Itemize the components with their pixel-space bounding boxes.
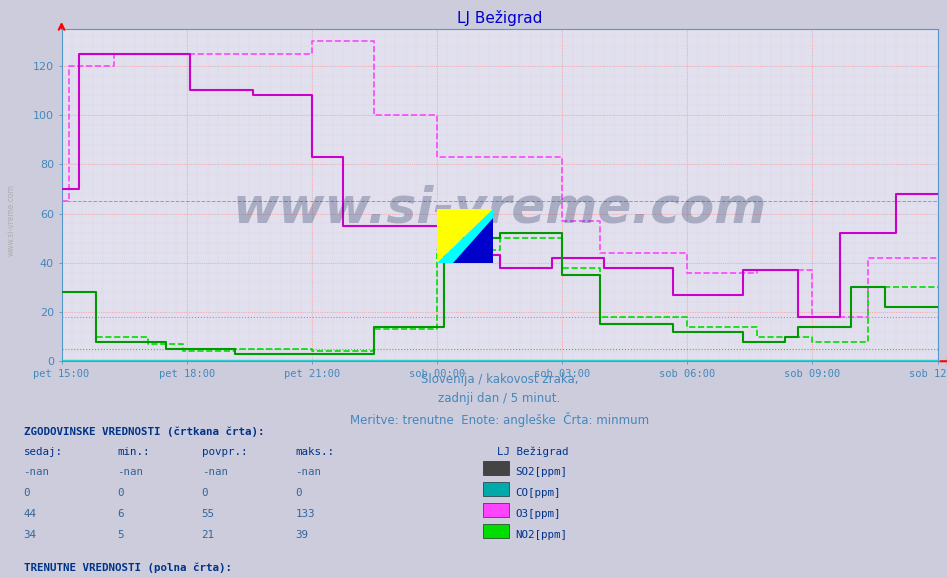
Text: www.si-vreme.com: www.si-vreme.com <box>7 184 16 255</box>
Text: -nan: -nan <box>24 467 49 477</box>
Text: 133: 133 <box>295 509 315 520</box>
Text: ZGODOVINSKE VREDNOSTI (črtkana črta):: ZGODOVINSKE VREDNOSTI (črtkana črta): <box>24 427 264 437</box>
Text: 0: 0 <box>117 488 124 498</box>
Text: www.si-vreme.com: www.si-vreme.com <box>232 184 767 232</box>
Bar <box>483 482 509 496</box>
Text: 21: 21 <box>202 531 215 540</box>
Text: 6: 6 <box>117 509 124 520</box>
Text: Meritve: trenutne  Enote: angleške  Črta: minmum: Meritve: trenutne Enote: angleške Črta: … <box>350 412 649 427</box>
Text: CO[ppm]: CO[ppm] <box>516 488 562 498</box>
Text: O3[ppm]: O3[ppm] <box>516 509 562 520</box>
Text: 5: 5 <box>117 531 124 540</box>
Bar <box>483 461 509 475</box>
Text: LJ Bežigrad: LJ Bežigrad <box>497 447 568 457</box>
Bar <box>483 524 509 538</box>
Polygon shape <box>437 209 492 263</box>
Text: 0: 0 <box>295 488 302 498</box>
Bar <box>483 503 509 517</box>
Text: -nan: -nan <box>117 467 143 477</box>
Text: NO2[ppm]: NO2[ppm] <box>516 531 568 540</box>
Polygon shape <box>437 209 492 263</box>
Text: -nan: -nan <box>202 467 227 477</box>
Text: sedaj:: sedaj: <box>24 447 63 457</box>
Text: SO2[ppm]: SO2[ppm] <box>516 467 568 477</box>
Polygon shape <box>453 218 492 263</box>
Text: TRENUTNE VREDNOSTI (polna črta):: TRENUTNE VREDNOSTI (polna črta): <box>24 562 231 573</box>
Text: 44: 44 <box>24 509 37 520</box>
Text: -nan: -nan <box>295 467 321 477</box>
Text: Slovenija / kakovost zraka,: Slovenija / kakovost zraka, <box>420 373 579 386</box>
Text: min.:: min.: <box>117 447 150 457</box>
Text: 0: 0 <box>202 488 208 498</box>
Text: zadnji dan / 5 minut.: zadnji dan / 5 minut. <box>438 392 561 405</box>
Title: LJ Bežigrad: LJ Bežigrad <box>456 10 543 27</box>
Text: 55: 55 <box>202 509 215 520</box>
Text: 0: 0 <box>24 488 30 498</box>
Text: 34: 34 <box>24 531 37 540</box>
Text: 39: 39 <box>295 531 309 540</box>
Text: maks.:: maks.: <box>295 447 334 457</box>
Text: povpr.:: povpr.: <box>202 447 247 457</box>
